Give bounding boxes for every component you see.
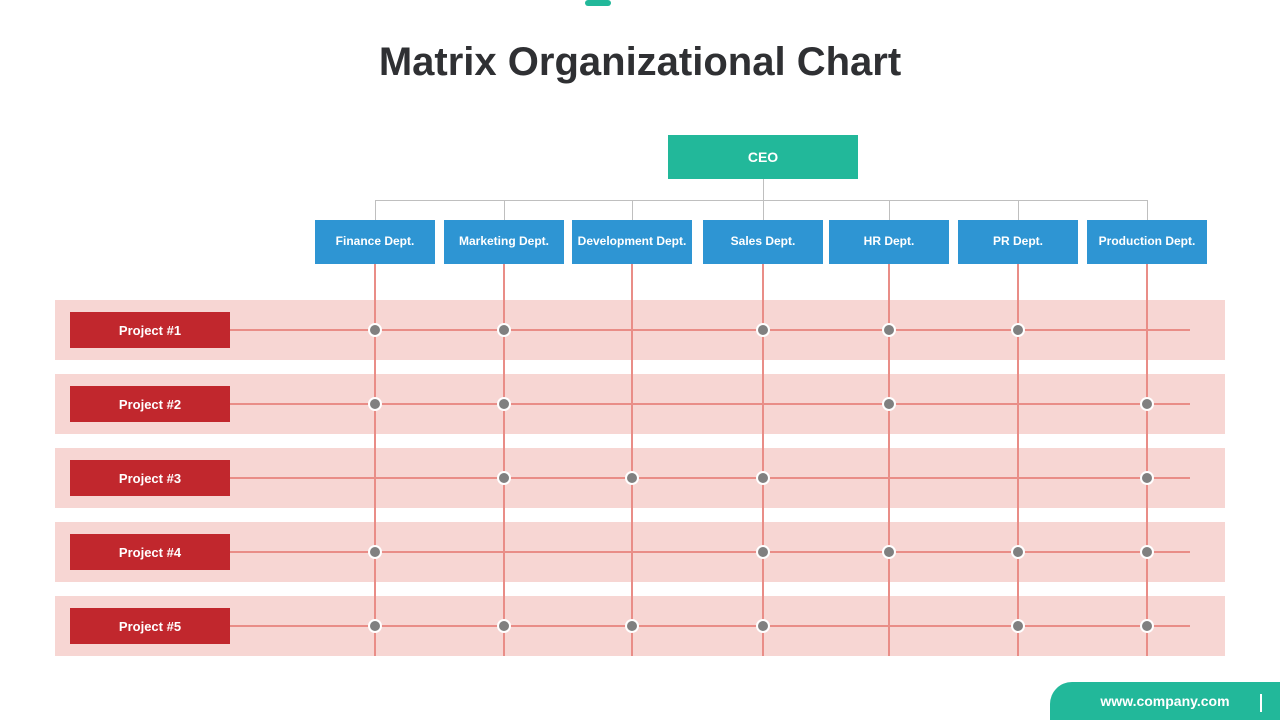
connector-line — [763, 179, 764, 200]
matrix-dot — [756, 619, 770, 633]
org-chart-canvas: Matrix Organizational Chart www.company.… — [0, 0, 1280, 720]
department-box: Production Dept. — [1087, 220, 1207, 264]
matrix-dot — [1140, 397, 1154, 411]
matrix-dot — [1140, 545, 1154, 559]
matrix-dot — [497, 323, 511, 337]
matrix-dot — [882, 397, 896, 411]
department-box: HR Dept. — [829, 220, 949, 264]
project-box: Project #3 — [70, 460, 230, 496]
connector-line — [763, 200, 764, 220]
matrix-dot — [1011, 323, 1025, 337]
connector-line — [1018, 200, 1019, 220]
matrix-dot — [1140, 619, 1154, 633]
matrix-vline — [631, 264, 633, 656]
ceo-box: CEO — [668, 135, 858, 179]
department-box: Development Dept. — [572, 220, 692, 264]
matrix-dot — [368, 545, 382, 559]
connector-line — [632, 200, 633, 220]
project-box: Project #5 — [70, 608, 230, 644]
matrix-dot — [497, 619, 511, 633]
matrix-dot — [368, 323, 382, 337]
footer-link[interactable]: www.company.com — [1050, 682, 1280, 720]
footer-divider — [1260, 694, 1262, 712]
matrix-dot — [1011, 619, 1025, 633]
connector-line — [375, 200, 376, 220]
matrix-dot — [625, 619, 639, 633]
matrix-dot — [368, 397, 382, 411]
page-title: Matrix Organizational Chart — [0, 40, 1280, 85]
department-box: Marketing Dept. — [444, 220, 564, 264]
project-box: Project #1 — [70, 312, 230, 348]
connector-line — [889, 200, 890, 220]
matrix-dot — [756, 471, 770, 485]
matrix-dot — [882, 323, 896, 337]
department-box: Finance Dept. — [315, 220, 435, 264]
footer-text: www.company.com — [1100, 693, 1229, 709]
department-box: PR Dept. — [958, 220, 1078, 264]
matrix-dot — [756, 323, 770, 337]
matrix-dot — [1011, 545, 1025, 559]
connector-line — [1147, 200, 1148, 220]
project-box: Project #4 — [70, 534, 230, 570]
matrix-dot — [497, 397, 511, 411]
matrix-hline — [230, 477, 1190, 479]
department-box: Sales Dept. — [703, 220, 823, 264]
matrix-dot — [882, 545, 896, 559]
matrix-dot — [1140, 471, 1154, 485]
connector-line — [504, 200, 505, 220]
tab-indicator — [585, 0, 611, 6]
matrix-dot — [368, 619, 382, 633]
matrix-dot — [497, 471, 511, 485]
matrix-dot — [625, 471, 639, 485]
project-box: Project #2 — [70, 386, 230, 422]
matrix-dot — [756, 545, 770, 559]
connector-line — [375, 200, 1147, 201]
matrix-vline — [1146, 264, 1148, 656]
